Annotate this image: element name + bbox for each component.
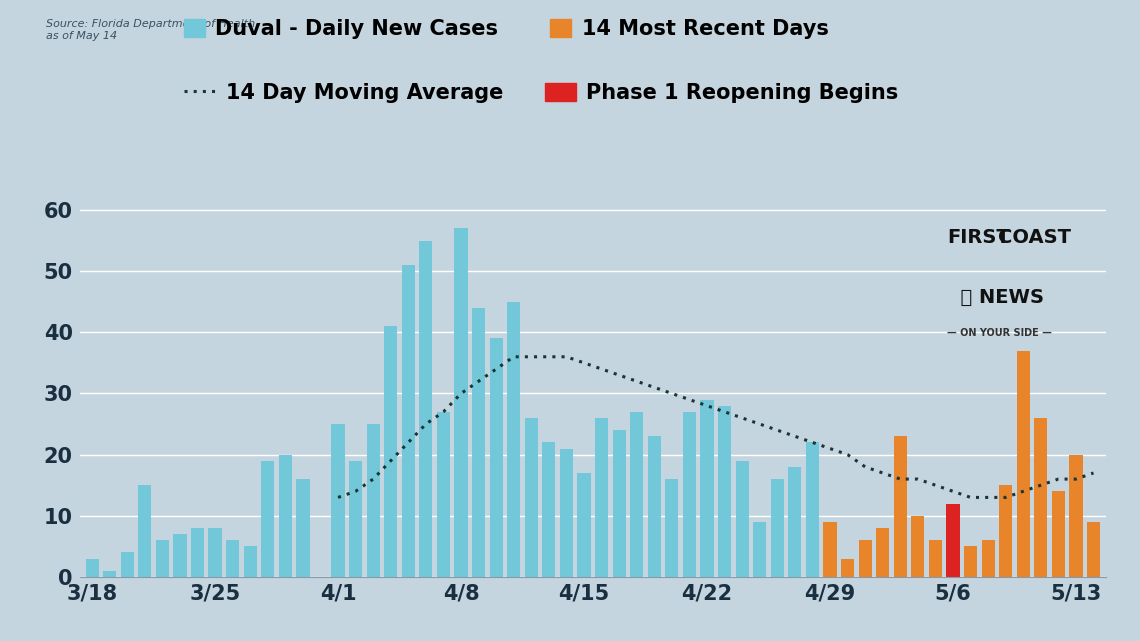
Bar [877, 528, 889, 577]
Bar [543, 442, 555, 577]
Bar [1017, 351, 1029, 577]
Bar [86, 558, 99, 577]
Bar [244, 546, 256, 577]
Bar [911, 516, 925, 577]
Bar [190, 528, 204, 577]
Bar [806, 442, 819, 577]
Bar [261, 461, 275, 577]
Bar [296, 479, 309, 577]
Bar [138, 485, 152, 577]
Bar [700, 399, 714, 577]
Bar [279, 454, 292, 577]
Bar [209, 528, 221, 577]
Bar [173, 534, 187, 577]
Bar [1034, 418, 1048, 577]
Bar [858, 540, 872, 577]
Bar [455, 228, 467, 577]
Bar [420, 240, 432, 577]
Bar [103, 570, 116, 577]
Bar [788, 467, 801, 577]
Text: Ⓖ NEWS: Ⓖ NEWS [946, 288, 1044, 306]
Bar [401, 265, 415, 577]
Bar [630, 412, 643, 577]
Bar [964, 546, 977, 577]
Bar [595, 418, 608, 577]
Bar [472, 308, 486, 577]
Text: Source: Florida Department of Health
as of May 14: Source: Florida Department of Health as … [46, 19, 254, 41]
Bar [999, 485, 1012, 577]
Bar [332, 424, 344, 577]
Bar [946, 504, 960, 577]
Bar [771, 479, 784, 577]
Bar [560, 449, 573, 577]
Bar [612, 430, 626, 577]
Bar [929, 540, 942, 577]
Bar [648, 437, 661, 577]
Bar [156, 540, 169, 577]
Bar [841, 558, 854, 577]
Bar [735, 461, 749, 577]
Bar [226, 540, 239, 577]
Bar [683, 412, 697, 577]
Bar [894, 437, 906, 577]
Bar [507, 302, 520, 577]
Bar [982, 540, 995, 577]
Bar [1086, 522, 1100, 577]
Bar [578, 473, 591, 577]
Bar [1069, 454, 1083, 577]
Text: COAST: COAST [999, 228, 1072, 247]
Bar [367, 424, 380, 577]
Bar [489, 338, 503, 577]
Bar [437, 412, 450, 577]
Bar [121, 553, 133, 577]
Bar [754, 522, 766, 577]
Bar [349, 461, 363, 577]
Text: FIRST: FIRST [946, 228, 1010, 247]
Bar [524, 418, 538, 577]
Legend: Duval - Daily New Cases, 14 Most Recent Days: Duval - Daily New Cases, 14 Most Recent … [176, 10, 837, 47]
Legend: 14 Day Moving Average, Phase 1 Reopening Begins: 14 Day Moving Average, Phase 1 Reopening… [176, 74, 907, 112]
Bar [666, 479, 678, 577]
Bar [823, 522, 837, 577]
Text: — ON YOUR SIDE —: — ON YOUR SIDE — [946, 328, 1051, 338]
Bar [1052, 491, 1065, 577]
Bar [718, 406, 731, 577]
Bar [384, 326, 398, 577]
